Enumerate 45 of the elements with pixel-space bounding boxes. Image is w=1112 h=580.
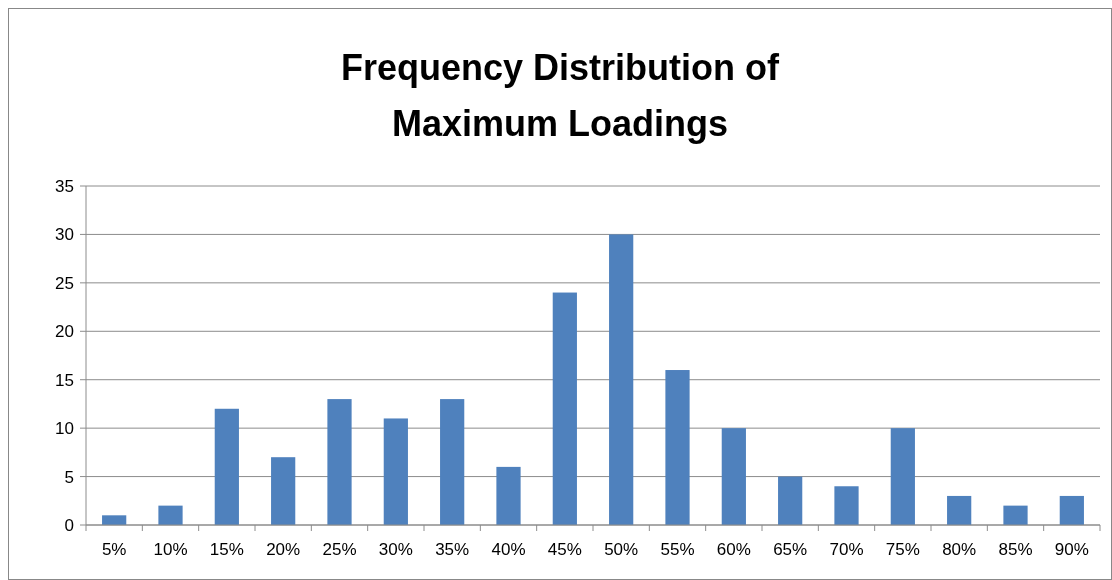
y-tick-label: 20	[55, 322, 74, 342]
bar	[102, 515, 127, 525]
bar	[496, 466, 521, 525]
bar	[947, 495, 972, 525]
x-tick-label: 35%	[435, 540, 470, 559]
y-tick-label: 5	[64, 467, 74, 487]
x-tick-label: 70%	[829, 540, 864, 559]
x-tick-label: 90%	[1054, 540, 1089, 559]
x-tick-label: 5%	[101, 540, 127, 559]
x-tick-label: 30%	[378, 540, 413, 559]
x-tick-label: 45%	[547, 540, 582, 559]
bar	[158, 505, 183, 525]
bar	[214, 408, 239, 525]
x-tick-label: 40%	[491, 540, 526, 559]
y-tick-label: 25	[55, 273, 74, 293]
y-tick-label: 35	[55, 176, 74, 196]
y-tick-label: 0	[64, 515, 74, 535]
bar	[665, 370, 690, 525]
x-tick-label: 10%	[153, 540, 188, 559]
x-tick-label: 15%	[209, 540, 244, 559]
chart-title: Frequency Distribution of Maximum Loadings	[340, 47, 781, 144]
bar	[721, 428, 746, 525]
x-tick-label: 20%	[266, 540, 301, 559]
x-tick-label: 85%	[998, 540, 1033, 559]
bar	[890, 428, 915, 525]
bar	[271, 457, 296, 525]
y-tick-label: 10	[55, 419, 74, 439]
x-tick-label: 50%	[604, 540, 639, 559]
bar	[609, 234, 634, 525]
bar	[1003, 505, 1028, 525]
x-tick-label: 25%	[322, 540, 357, 559]
x-tick-label: 55%	[660, 540, 695, 559]
x-tick-label: 65%	[773, 540, 808, 559]
bar	[383, 418, 408, 525]
bar	[1059, 495, 1084, 525]
x-tick-label: 75%	[885, 540, 920, 559]
bar	[327, 399, 352, 525]
y-tick-label: 15	[55, 370, 74, 390]
y-tick-label: 30	[55, 225, 74, 245]
x-tick-label: 80%	[942, 540, 977, 559]
bar	[778, 476, 803, 525]
bar	[552, 292, 577, 525]
bar	[834, 486, 859, 525]
x-tick-label: 60%	[716, 540, 751, 559]
bar	[440, 399, 465, 525]
